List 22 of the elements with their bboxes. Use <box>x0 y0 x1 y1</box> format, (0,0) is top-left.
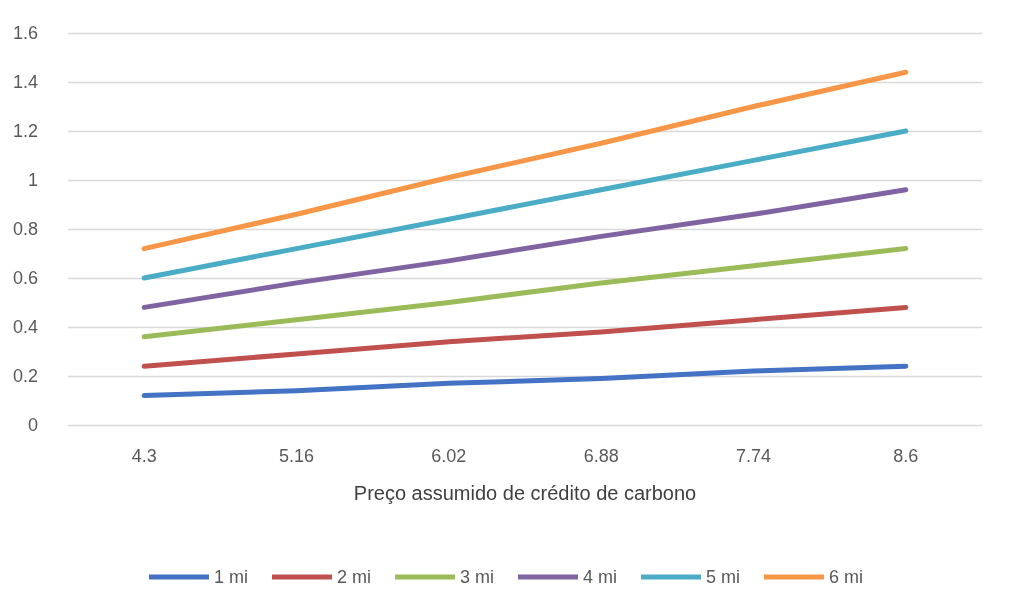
legend-label: 2 mi <box>336 567 372 587</box>
legend-label: 6 mi <box>829 567 864 587</box>
x-tick-label: 6.02 <box>431 446 467 466</box>
y-tick-label: 0 <box>27 415 38 435</box>
y-tick-label: 0.2 <box>12 366 38 386</box>
x-tick-label: 6.88 <box>583 446 619 466</box>
legend-label: 5 mi <box>706 567 741 587</box>
y-tick-label: 1.2 <box>12 121 38 141</box>
legend-label: 3 mi <box>460 567 495 587</box>
y-tick-label: 1.6 <box>12 23 38 43</box>
y-tick-label: 1.4 <box>12 72 38 92</box>
legend-label: 1 mi <box>213 567 248 587</box>
x-tick-label: 8.6 <box>893 446 919 466</box>
y-tick-label: 1 <box>27 170 38 190</box>
x-axis-title: Preço assumido de crédito de carbono <box>353 482 697 504</box>
y-tick-label: 0.4 <box>12 317 38 337</box>
x-tick-label: 5.16 <box>278 446 315 466</box>
y-tick-label: 0.6 <box>12 268 38 288</box>
x-tick-label: 7.74 <box>735 446 772 466</box>
legend-label: 4 mi <box>583 567 618 587</box>
x-tick-label: 4.3 <box>131 446 157 466</box>
y-tick-label: 0.8 <box>12 219 38 239</box>
